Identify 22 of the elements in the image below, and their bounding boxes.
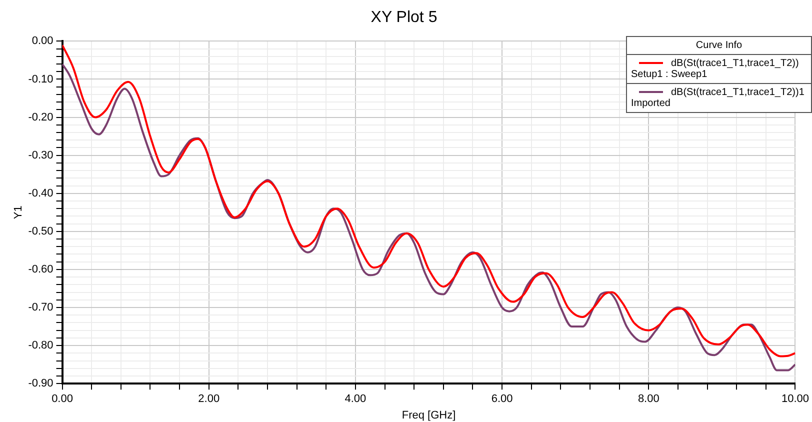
y-tick-label: 0.00 bbox=[32, 35, 54, 48]
x-tick-label: 8.00 bbox=[638, 393, 660, 406]
y-tick-label: -0.90 bbox=[28, 378, 54, 390]
y-tick-label: -0.10 bbox=[28, 73, 54, 86]
y-tick-label: -0.20 bbox=[28, 111, 54, 124]
y-tick-label: -0.70 bbox=[28, 302, 54, 314]
y-tick-label: -0.60 bbox=[28, 264, 54, 276]
x-tick-label: 0.00 bbox=[52, 393, 73, 406]
y-tick-label: -0.30 bbox=[28, 149, 54, 162]
x-tick-label: 4.00 bbox=[344, 393, 366, 406]
y-tick-label: -0.40 bbox=[28, 187, 54, 200]
legend-title: Curve Info bbox=[627, 37, 811, 55]
y-tick-label: -0.80 bbox=[28, 340, 54, 352]
legend-label: dB(St(trace1_T1,trace1_T2)) Setup1 : Sweep1 bbox=[631, 58, 799, 80]
y-tick-label: -0.50 bbox=[28, 225, 54, 238]
x-axis-title: Freq [GHz] bbox=[402, 409, 456, 422]
x-tick-label: 10.00 bbox=[781, 393, 809, 406]
x-tick-label: 2.00 bbox=[198, 393, 220, 406]
x-tick-label: 6.00 bbox=[491, 393, 513, 406]
legend-label: dB(St(trace1_T1,trace1_T2))1 Imported bbox=[631, 87, 804, 109]
chart-title: XY Plot 5 bbox=[370, 9, 438, 26]
y-axis-title: Y1 bbox=[12, 206, 25, 220]
